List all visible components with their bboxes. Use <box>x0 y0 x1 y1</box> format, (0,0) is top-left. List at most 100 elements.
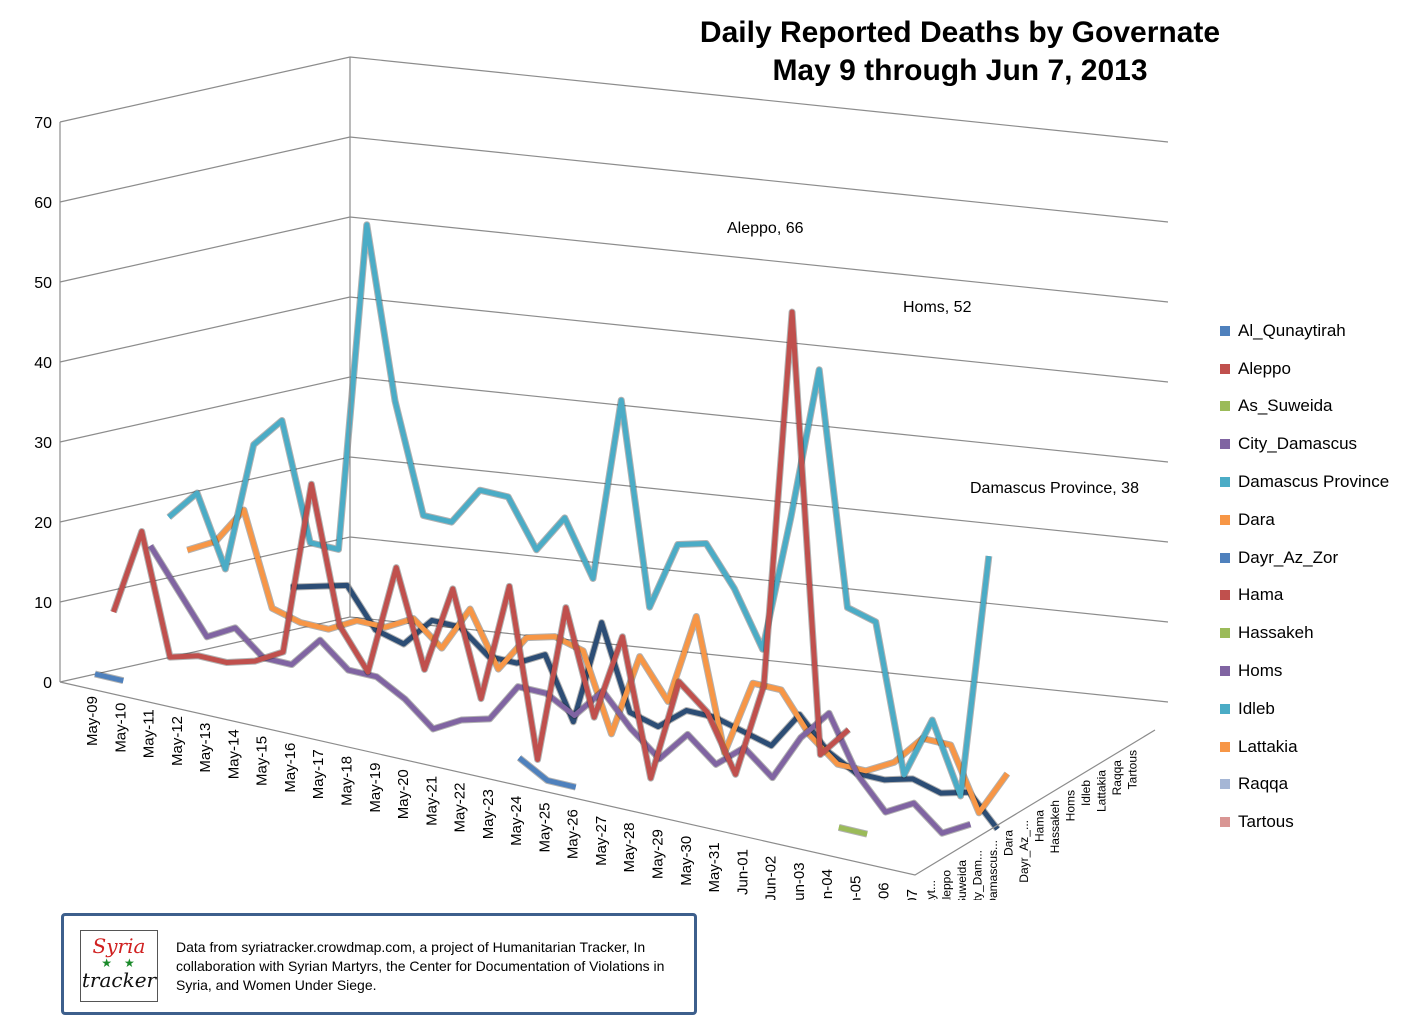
legend-swatch <box>1220 401 1230 412</box>
legend-label: Lattakia <box>1238 736 1298 756</box>
y-tick-label: 20 <box>34 515 52 532</box>
legend-swatch <box>1220 703 1230 714</box>
depth-tick-label: As_Suweida <box>955 860 969 900</box>
x-tick-label: May-16 <box>282 743 299 793</box>
depth-tick-label: Damascus... <box>986 840 1000 900</box>
chart-3d-line: 0 10 20 30 40 50 60 70 May-09 May-10 May-11 May-12… <box>34 56 1169 900</box>
chart-axes <box>59 57 1156 876</box>
legend-item: Al_Qunaytirah <box>1220 312 1389 350</box>
series-line-aleppo <box>111 309 851 781</box>
x-tick-label: May-20 <box>395 769 412 819</box>
x-tick-label: May-18 <box>338 756 355 806</box>
legend-swatch <box>1220 628 1230 639</box>
chart-gridlines <box>59 56 1169 703</box>
legend-item: Tartous <box>1220 803 1389 841</box>
legend-swatch <box>1220 590 1230 601</box>
legend-item: Idleb <box>1220 690 1389 728</box>
legend-swatch <box>1220 666 1230 677</box>
legend-label: Hama <box>1238 585 1284 605</box>
series-line-city-damascus <box>148 544 972 836</box>
depth-tick-label: Lattakia <box>1095 770 1109 812</box>
y-tick-label: 10 <box>34 595 52 612</box>
legend-item: Homs <box>1220 652 1389 690</box>
depth-tick-label: Hama <box>1033 810 1047 842</box>
gridline <box>59 216 1169 303</box>
x-tick-label: May-09 <box>84 696 101 746</box>
series-line-al-qunaytirah <box>94 671 124 684</box>
x-axis-labels: May-09 May-10 May-11 May-12 May-13 May-14 May-… <box>84 696 921 900</box>
source-footer: Syria ★★ tracker Data from syriatracker.… <box>61 913 697 1015</box>
depth-tick-label: Raqqa <box>1110 760 1124 796</box>
legend-label: Aleppo <box>1238 358 1291 378</box>
annotation-label: Homs, 52 <box>903 299 972 316</box>
legend-swatch <box>1220 817 1230 828</box>
legend-item: Hama <box>1220 577 1389 615</box>
legend-label: Dayr_Az_Zor <box>1238 547 1339 567</box>
x-tick-label: Jun-07 <box>904 889 921 900</box>
legend-item: As_Suweida <box>1220 388 1389 426</box>
series-line-dara <box>186 507 1010 816</box>
legend-label: Homs <box>1238 661 1283 681</box>
legend-item: Lattakia <box>1220 728 1389 766</box>
x-tick-label: Jun-03 <box>791 862 808 900</box>
x-tick-label: May-27 <box>593 816 610 866</box>
gridline <box>59 296 1169 383</box>
legend-swatch <box>1220 363 1230 374</box>
x-tick-label: May-17 <box>310 749 327 799</box>
series-shadow <box>110 308 851 782</box>
legend-label: Hassakeh <box>1238 623 1314 643</box>
legend-swatch <box>1220 779 1230 790</box>
legend-label: Damascus Province <box>1238 472 1390 492</box>
x-tick-label: May-26 <box>565 809 582 859</box>
y-tick-label: 40 <box>34 355 52 372</box>
depth-tick-label: Homs <box>1064 790 1078 821</box>
x-tick-label: Jun-05 <box>847 876 864 900</box>
depth-tick-label: Tartous <box>1126 750 1140 789</box>
chart-title-line-1: Daily Reported Deaths by Governate <box>699 16 1221 49</box>
legend-label: Raqqa <box>1238 774 1289 794</box>
logo-word-bottom: tracker <box>81 968 157 992</box>
gridline <box>59 56 1169 143</box>
y-tick-label: 50 <box>34 275 52 292</box>
legend-swatch <box>1220 439 1230 450</box>
chart-annotations: Aleppo, 66 Homs, 52 Damascus Province, 38 <box>727 220 1139 497</box>
x-tick-label: Jun-06 <box>876 882 893 900</box>
x-tick-label: Jun-02 <box>763 856 780 900</box>
x-tick-label: May-25 <box>536 802 553 852</box>
legend-item: City_Damascus <box>1220 425 1389 463</box>
legend-swatch <box>1220 325 1230 336</box>
depth-tick-label: Idleb <box>1079 780 1093 806</box>
legend-label: Al_Qunaytirah <box>1238 320 1346 340</box>
logo-word-top: Syria <box>92 934 146 958</box>
depth-tick-label: Hassakeh <box>1048 800 1062 853</box>
y-tick-label: 30 <box>34 435 52 452</box>
y-tick-label: 0 <box>43 675 52 692</box>
legend-label: Dara <box>1238 509 1275 529</box>
legend-item: Raqqa <box>1220 766 1389 804</box>
gridline <box>59 136 1169 223</box>
x-tick-label: May-21 <box>423 776 440 826</box>
logo-stars-icon: ★★ <box>101 956 147 970</box>
depth-tick-label: Dayr_Az_... <box>1017 820 1031 883</box>
x-tick-label: Jun-04 <box>819 869 836 900</box>
chart-legend: Al_Qunaytirah Aleppo As_Suweida City_Damasc… <box>1220 312 1389 841</box>
legend-label: City_Damascus <box>1238 434 1358 454</box>
legend-label: Tartous <box>1238 812 1294 832</box>
x-tick-label: May-22 <box>452 783 469 833</box>
x-tick-label: May-29 <box>650 829 667 879</box>
depth-tick-label: Al_Qunayt... <box>924 880 938 900</box>
legend-item: Damascus Province <box>1220 463 1389 501</box>
x-tick-label: May-28 <box>621 822 638 872</box>
depth-axis-labels: Al_Qunayt...AleppoAs_SuweidaCity_Dam...D… <box>924 750 1140 900</box>
series-line-dayr-az-zor <box>290 582 1000 831</box>
x-tick-label: May-19 <box>367 763 384 813</box>
annotation-label: Aleppo, 66 <box>727 220 804 237</box>
depth-tick-label: Dara <box>1002 830 1016 856</box>
x-tick-label: Jun-01 <box>734 849 751 895</box>
legend-swatch <box>1220 477 1230 488</box>
chart-series <box>94 221 1011 838</box>
x-tick-label: May-10 <box>112 703 129 753</box>
x-tick-label: May-23 <box>480 789 497 839</box>
depth-tick-label: Aleppo <box>940 870 954 900</box>
x-tick-label: May-15 <box>254 736 271 786</box>
